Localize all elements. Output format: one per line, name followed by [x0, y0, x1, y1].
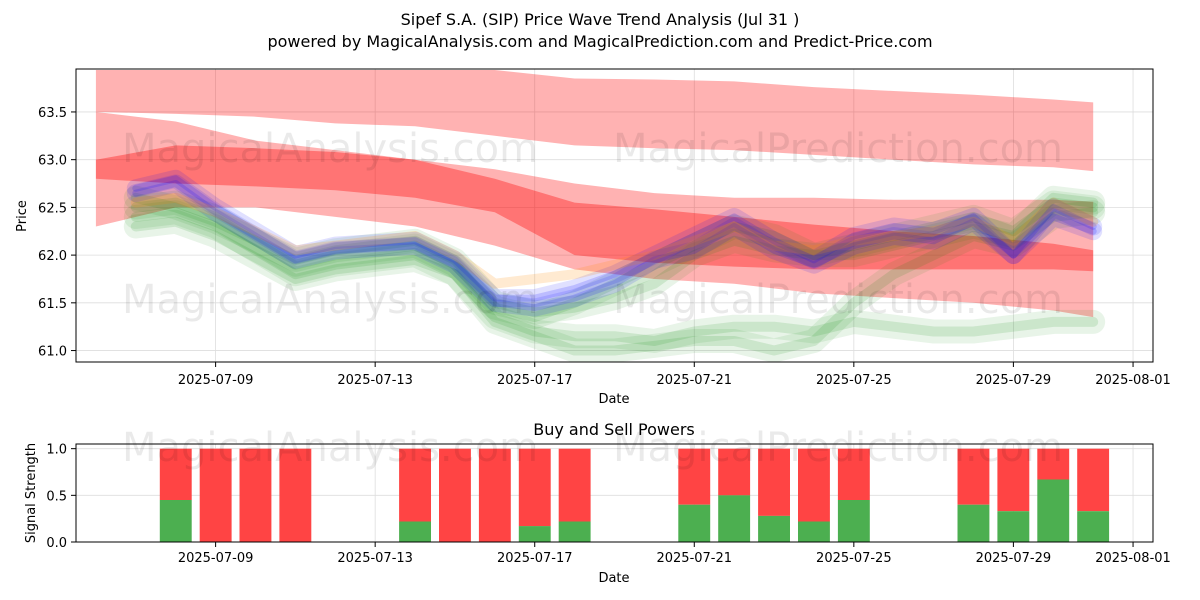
bar-chart-title: Buy and Sell Powers — [533, 420, 695, 439]
top-x-tick-label: 2025-08-01 — [1095, 373, 1171, 388]
sell-bar — [478, 448, 511, 542]
sell-bar — [758, 448, 790, 516]
buy-bar — [718, 495, 751, 542]
green-wave-3 — [130, 207, 1099, 356]
buy-bar — [837, 500, 870, 542]
blue-wave-0 — [132, 175, 1097, 302]
bottom-x-tick-label: 2025-07-09 — [178, 551, 254, 566]
chart-title-line1: Sipef S.A. (SIP) Price Wave Trend Analys… — [401, 10, 800, 29]
blue-wave-wide-1 — [126, 174, 1103, 317]
top-x-axis-label: Date — [598, 392, 629, 407]
green-wave-wide-3 — [123, 200, 1106, 363]
buy-bar — [518, 526, 551, 542]
sell-bar — [199, 448, 232, 542]
green-wave-0 — [130, 197, 1099, 323]
top-axes: 2025-07-09 2025-07-13 2025-07-17 2025-07-21… — [38, 106, 1171, 388]
sell-bar — [279, 448, 312, 542]
top-x-tick-label: 2025-07-29 — [976, 373, 1052, 388]
top-x-tick-label: 2025-07-13 — [337, 373, 413, 388]
sell-bar — [518, 448, 551, 527]
watermark-prediction-mid: MagicalPrediction.com — [613, 277, 1063, 323]
bottom-watermarks: MagicalAnalysis.com MagicalPrediction.co… — [122, 425, 1063, 471]
buy-bar — [758, 515, 790, 542]
top-gridlines — [76, 69, 1153, 362]
sell-bar — [239, 448, 272, 542]
top-y-tick-label: 63.0 — [38, 154, 67, 169]
blue-wave-wide-0 — [126, 169, 1103, 308]
top-y-tick-label: 61.0 — [38, 345, 67, 360]
sell-bar — [678, 448, 711, 505]
red-band-2 — [95, 145, 1094, 272]
red-band-1 — [95, 111, 1094, 318]
bottom-x-tick-label: 2025-07-25 — [816, 551, 892, 566]
top-plot-frame — [75, 68, 1154, 363]
sell-bar — [957, 448, 990, 505]
top-y-tick-label: 63.5 — [38, 106, 67, 121]
orange-wave-0 — [130, 192, 1099, 289]
blue-wave-1 — [132, 180, 1097, 312]
buy-sell-bars — [159, 448, 1110, 542]
red-band-0 — [95, 70, 1094, 172]
sell-bar — [558, 448, 591, 522]
bottom-x-tick-label: 2025-07-17 — [497, 551, 573, 566]
bottom-x-axis-label: Date — [598, 571, 629, 586]
sell-bar — [159, 448, 192, 500]
buy-bar — [798, 521, 830, 542]
buy-bar — [957, 504, 990, 542]
bottom-x-tick-label: 2025-07-21 — [656, 551, 732, 566]
chart-title-line2: powered by MagicalAnalysis.com and Magic… — [267, 32, 932, 51]
top-y-axis-label: Price — [15, 200, 30, 232]
buy-bar — [159, 500, 192, 542]
bottom-x-tick-label: 2025-08-01 — [1095, 551, 1171, 566]
sell-bar — [997, 448, 1030, 512]
top-watermarks: MagicalAnalysis.com MagicalPrediction.co… — [122, 126, 1063, 323]
green-wave-2 — [130, 192, 1099, 318]
top-x-tick-label: 2025-07-25 — [816, 373, 892, 388]
sell-bar — [718, 448, 751, 496]
green-wave-1 — [130, 207, 1099, 346]
buy-bar — [1077, 511, 1110, 542]
bottom-x-tick-label: 2025-07-29 — [976, 551, 1052, 566]
bottom-axes: 2025-07-09 2025-07-13 2025-07-17 2025-07-21… — [46, 443, 1171, 566]
buy-bar — [997, 511, 1030, 542]
green-wave-wide-1 — [123, 200, 1106, 353]
sell-bar — [399, 448, 431, 522]
wave-lines — [123, 169, 1106, 363]
top-x-tick-label: 2025-07-17 — [497, 373, 573, 388]
top-y-tick-label: 61.5 — [38, 297, 67, 312]
bottom-y-tick-label: 0.0 — [46, 536, 67, 551]
bottom-plot-frame — [75, 443, 1154, 543]
sell-bar — [837, 448, 870, 500]
top-x-tick-label: 2025-07-09 — [178, 373, 254, 388]
bottom-x-tick-label: 2025-07-13 — [337, 551, 413, 566]
watermark-prediction-bottom: MagicalPrediction.com — [613, 425, 1063, 471]
bottom-y-axis-label: Signal Strength — [24, 443, 39, 543]
sell-bar — [439, 448, 471, 542]
sell-bar — [798, 448, 830, 522]
sell-bar — [1037, 448, 1070, 480]
watermark-analysis-bottom: MagicalAnalysis.com — [122, 425, 538, 471]
watermark-analysis-mid: MagicalAnalysis.com — [122, 277, 538, 323]
watermark-analysis-top: MagicalAnalysis.com — [122, 126, 538, 172]
sell-bar — [1077, 448, 1110, 512]
top-x-tick-label: 2025-07-21 — [656, 373, 732, 388]
top-y-tick-label: 62.5 — [38, 201, 67, 216]
watermark-prediction-top: MagicalPrediction.com — [613, 126, 1063, 172]
green-wave-wide-0 — [123, 190, 1106, 330]
buy-bar — [399, 521, 431, 542]
green-wave-wide-2 — [123, 185, 1106, 325]
buy-bar — [1037, 479, 1070, 542]
buy-bar — [678, 504, 711, 542]
bottom-y-tick-label: 1.0 — [46, 443, 67, 458]
bottom-y-tick-label: 0.5 — [46, 489, 67, 504]
top-y-tick-label: 62.0 — [38, 249, 67, 264]
red-prediction-bands — [95, 70, 1094, 318]
buy-bar — [558, 521, 591, 542]
